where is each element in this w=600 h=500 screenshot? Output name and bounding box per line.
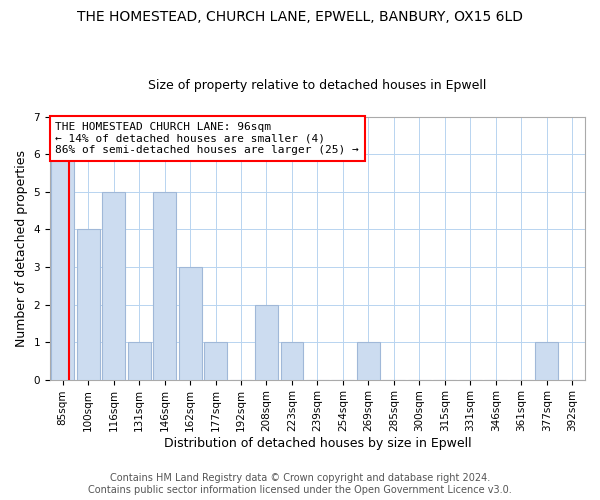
Bar (128, 342, 151, 380)
Text: Contains HM Land Registry data © Crown copyright and database right 2024.
Contai: Contains HM Land Registry data © Crown c… (88, 474, 512, 495)
Bar (535, 342, 558, 380)
Text: THE HOMESTEAD CHURCH LANE: 96sqm
← 14% of detached houses are smaller (4)
86% of: THE HOMESTEAD CHURCH LANE: 96sqm ← 14% o… (55, 122, 359, 155)
Text: THE HOMESTEAD, CHURCH LANE, EPWELL, BANBURY, OX15 6LD: THE HOMESTEAD, CHURCH LANE, EPWELL, BANB… (77, 10, 523, 24)
Bar (357, 342, 380, 380)
Bar (77, 230, 100, 380)
Bar (281, 342, 304, 380)
Bar (51, 154, 74, 380)
Bar (255, 304, 278, 380)
Y-axis label: Number of detached properties: Number of detached properties (15, 150, 28, 346)
Title: Size of property relative to detached houses in Epwell: Size of property relative to detached ho… (148, 79, 487, 92)
Bar (153, 192, 176, 380)
Bar (179, 267, 202, 380)
Bar (204, 342, 227, 380)
Bar (102, 192, 125, 380)
X-axis label: Distribution of detached houses by size in Epwell: Distribution of detached houses by size … (164, 437, 471, 450)
